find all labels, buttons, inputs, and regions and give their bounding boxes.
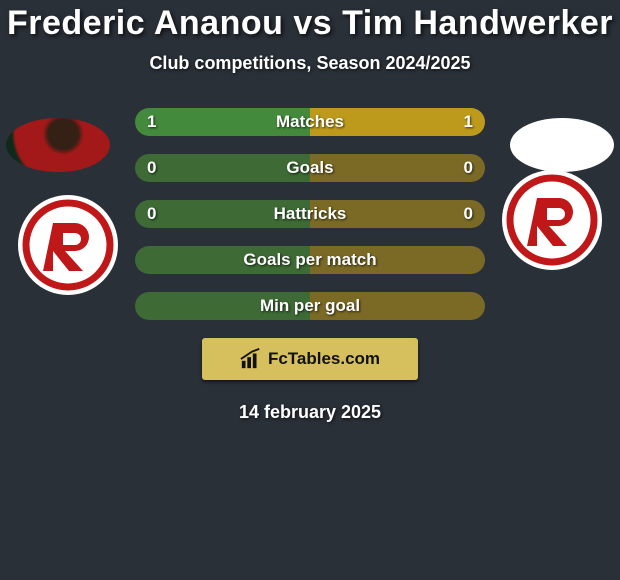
brand-badge[interactable]: FcTables.com xyxy=(202,338,418,380)
avatar-placeholder-icon xyxy=(6,118,110,172)
stat-row: Min per goal xyxy=(135,292,485,320)
stat-label: Matches xyxy=(135,108,485,136)
stat-row: Goals per match xyxy=(135,246,485,274)
page-title: Frederic Ananou vs Tim Handwerker xyxy=(0,4,620,43)
comparison-card: Frederic Ananou vs Tim Handwerker Club c… xyxy=(0,0,620,580)
season-subtitle: Club competitions, Season 2024/2025 xyxy=(0,53,620,74)
club-right-badge xyxy=(502,170,602,270)
player-right-avatar xyxy=(510,118,614,172)
stat-row: Hattricks0 0 xyxy=(135,200,485,228)
stat-value-left: 0 xyxy=(147,200,156,228)
stat-row: Goals0 0 xyxy=(135,154,485,182)
stat-label: Hattricks xyxy=(135,200,485,228)
stat-label: Goals xyxy=(135,154,485,182)
stat-value-left: 1 xyxy=(147,108,156,136)
club-shield-icon xyxy=(18,195,118,295)
stat-row: Matches1 1 xyxy=(135,108,485,136)
stat-value-right: 1 xyxy=(464,108,473,136)
stat-label: Goals per match xyxy=(135,246,485,274)
date-label: 14 february 2025 xyxy=(0,402,620,423)
stat-value-right: 0 xyxy=(464,154,473,182)
player-left-avatar xyxy=(6,118,110,172)
stat-value-left: 0 xyxy=(147,154,156,182)
stat-label: Min per goal xyxy=(135,292,485,320)
club-left-badge xyxy=(18,195,118,295)
club-shield-icon xyxy=(502,170,602,270)
brand-text: FcTables.com xyxy=(268,349,380,369)
bar-chart-icon xyxy=(240,348,262,370)
stat-value-right: 0 xyxy=(464,200,473,228)
